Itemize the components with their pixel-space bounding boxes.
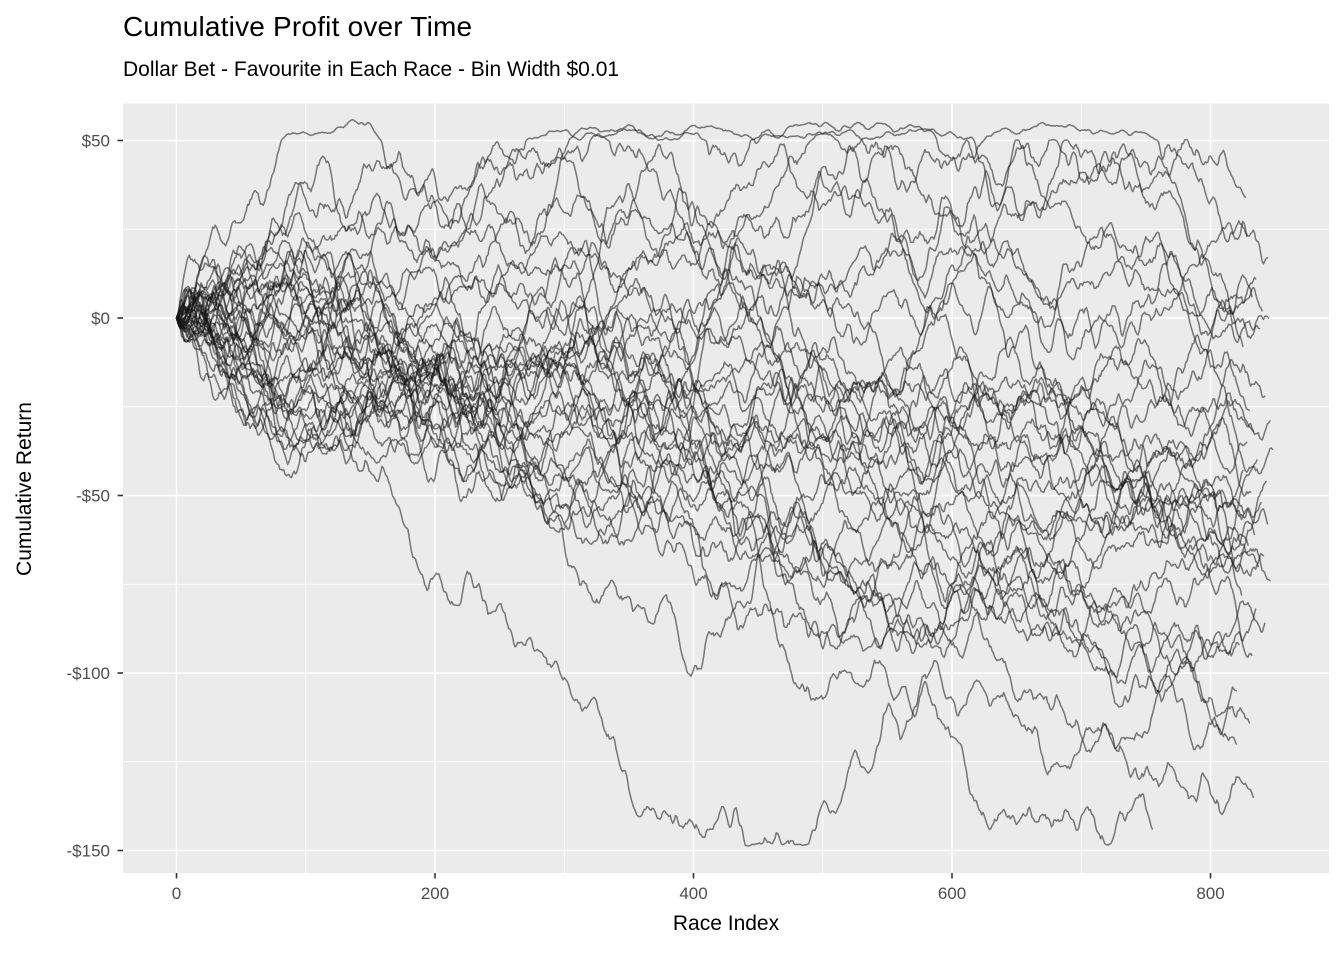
axis-tick-marks [117, 139, 1212, 879]
series-line [175, 305, 1254, 816]
panel-background [123, 103, 1329, 873]
series-line [175, 232, 1266, 400]
series-line [175, 295, 1257, 642]
series-line [175, 317, 1253, 676]
y-tick-label: $50 [82, 132, 110, 151]
series-line [175, 119, 1248, 475]
x-tick-label: 800 [1196, 884, 1224, 903]
series-line [175, 206, 1261, 346]
series-line [175, 138, 1247, 480]
y-tick-label: -$100 [67, 664, 110, 683]
series-lines [175, 119, 1274, 847]
series-line [175, 275, 1244, 534]
series-line [175, 123, 1270, 342]
chart-subtitle: Dollar Bet - Favourite in Each Race - Bi… [123, 58, 620, 81]
series-line [175, 129, 1254, 433]
series-line [175, 231, 1265, 579]
series-line [175, 200, 1252, 587]
x-tick-label: 400 [679, 884, 707, 903]
series-line [175, 296, 1256, 555]
series-line [175, 294, 1243, 658]
series-line [175, 292, 1238, 718]
chart-title: Cumulative Profit over Time [123, 11, 473, 42]
series-line [175, 254, 1240, 703]
series-line [175, 296, 1154, 846]
series-line [175, 301, 1238, 847]
y-tick-label: -$50 [76, 487, 110, 506]
x-tick-label: 0 [172, 884, 181, 903]
series-line [175, 182, 1248, 419]
series-line [175, 282, 1274, 648]
y-tick-label: $0 [91, 309, 110, 328]
y-tick-label: -$150 [67, 842, 110, 861]
x-tick-label: 600 [938, 884, 966, 903]
y-axis-title: Cumulative Return [13, 402, 36, 576]
series-line [175, 121, 1244, 348]
x-axis-title: Race Index [672, 912, 780, 935]
series-line [175, 317, 1260, 650]
series-line [175, 129, 1253, 343]
series-line [175, 288, 1271, 615]
x-tick-label: 200 [421, 884, 449, 903]
